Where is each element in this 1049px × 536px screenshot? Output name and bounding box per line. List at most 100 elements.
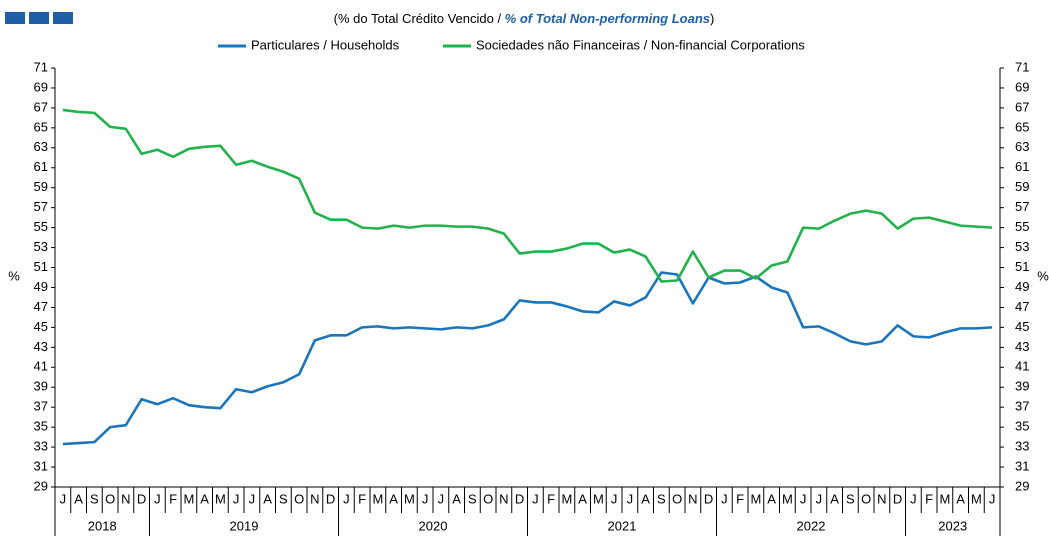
y2-tick-label: 49 — [1015, 279, 1029, 294]
x-tick-label: D — [893, 491, 902, 506]
year-label: 2019 — [230, 518, 259, 533]
y-tick-label: 49 — [34, 279, 48, 294]
y-tick-label: 41 — [34, 359, 48, 374]
year-label: 2022 — [797, 518, 826, 533]
x-tick-label: D — [515, 491, 524, 506]
x-tick-label: J — [438, 491, 445, 506]
x-tick-label: A — [956, 491, 965, 506]
x-tick-label: S — [90, 491, 99, 506]
y-tick-label: 31 — [34, 458, 48, 473]
x-tick-label: F — [925, 491, 933, 506]
x-tick-label: J — [343, 491, 350, 506]
x-tick-label: S — [279, 491, 288, 506]
x-tick-label: O — [105, 491, 115, 506]
y2-tick-label: 57 — [1015, 199, 1029, 214]
y-tick-label: 55 — [34, 219, 48, 234]
x-tick-label: J — [611, 491, 618, 506]
y2-tick-label: 71 — [1015, 59, 1029, 74]
y2-tick-label: 47 — [1015, 299, 1029, 314]
y-tick-label: 61 — [34, 159, 48, 174]
title-pt: (% do Total Crédito Vencido / — [334, 11, 505, 26]
y2-tick-label: 31 — [1015, 458, 1029, 473]
x-tick-label: J — [422, 491, 429, 506]
x-tick-label: S — [468, 491, 477, 506]
y2-tick-label: 63 — [1015, 139, 1029, 154]
year-label: 2018 — [88, 518, 117, 533]
y-tick-label: 71 — [34, 59, 48, 74]
x-tick-label: J — [154, 491, 161, 506]
y2-axis-label: % — [1037, 268, 1049, 283]
title-end: ) — [710, 11, 714, 26]
y-tick-label: 51 — [34, 259, 48, 274]
x-tick-label: D — [326, 491, 335, 506]
x-tick-label: A — [263, 491, 272, 506]
logo-block — [5, 12, 25, 24]
x-tick-label: A — [767, 491, 776, 506]
x-tick-label: J — [800, 491, 807, 506]
y-tick-label: 63 — [34, 139, 48, 154]
y2-tick-label: 29 — [1015, 478, 1029, 493]
series-line — [62, 271, 993, 446]
x-tick-label: M — [215, 491, 226, 506]
x-tick-label: J — [249, 491, 256, 506]
y2-tick-label: 65 — [1015, 119, 1029, 134]
y2-tick-label: 61 — [1015, 159, 1029, 174]
y-tick-label: 53 — [34, 239, 48, 254]
x-tick-label: A — [830, 491, 839, 506]
y-tick-label: 57 — [34, 199, 48, 214]
x-tick-label: J — [910, 491, 917, 506]
x-tick-label: F — [736, 491, 744, 506]
y2-tick-label: 35 — [1015, 419, 1029, 434]
x-tick-label: F — [358, 491, 366, 506]
y2-tick-label: 33 — [1015, 439, 1029, 454]
x-tick-label: N — [877, 491, 886, 506]
y2-tick-label: 69 — [1015, 79, 1029, 94]
y-tick-label: 29 — [34, 478, 48, 493]
y-tick-label: 33 — [34, 439, 48, 454]
y-tick-label: 65 — [34, 119, 48, 134]
y2-tick-label: 39 — [1015, 379, 1029, 394]
x-tick-label: A — [452, 491, 461, 506]
y2-tick-label: 53 — [1015, 239, 1029, 254]
x-tick-label: O — [672, 491, 682, 506]
x-tick-label: N — [499, 491, 508, 506]
y-tick-label: 69 — [34, 79, 48, 94]
x-tick-label: N — [310, 491, 319, 506]
x-tick-label: J — [627, 491, 634, 506]
logo-block — [29, 12, 49, 24]
x-tick-label: A — [641, 491, 650, 506]
x-tick-label: A — [74, 491, 83, 506]
x-tick-label: J — [816, 491, 823, 506]
y-tick-label: 39 — [34, 379, 48, 394]
x-tick-label: J — [989, 491, 996, 506]
series-line — [62, 108, 993, 283]
x-tick-label: O — [861, 491, 871, 506]
x-tick-label: F — [169, 491, 177, 506]
x-tick-label: M — [939, 491, 950, 506]
x-tick-label: M — [750, 491, 761, 506]
chart-title: (% do Total Crédito Vencido / % of Total… — [334, 11, 715, 26]
y2-tick-label: 59 — [1015, 179, 1029, 194]
y2-tick-label: 45 — [1015, 319, 1029, 334]
y2-tick-label: 41 — [1015, 359, 1029, 374]
y-axis-label: % — [8, 268, 20, 283]
x-tick-label: M — [971, 491, 982, 506]
year-label: 2023 — [938, 518, 967, 533]
x-tick-label: D — [704, 491, 713, 506]
x-tick-label: N — [688, 491, 697, 506]
x-tick-label: M — [782, 491, 793, 506]
y2-tick-label: 67 — [1015, 99, 1029, 114]
y2-tick-label: 51 — [1015, 259, 1029, 274]
y2-tick-label: 43 — [1015, 339, 1029, 354]
x-tick-label: F — [547, 491, 555, 506]
x-tick-label: M — [593, 491, 604, 506]
x-tick-label: D — [137, 491, 146, 506]
x-tick-label: A — [200, 491, 209, 506]
year-label: 2021 — [608, 518, 637, 533]
y-tick-label: 45 — [34, 319, 48, 334]
x-tick-label: A — [389, 491, 398, 506]
x-tick-label: M — [372, 491, 383, 506]
x-tick-label: S — [657, 491, 666, 506]
x-tick-label: N — [121, 491, 130, 506]
